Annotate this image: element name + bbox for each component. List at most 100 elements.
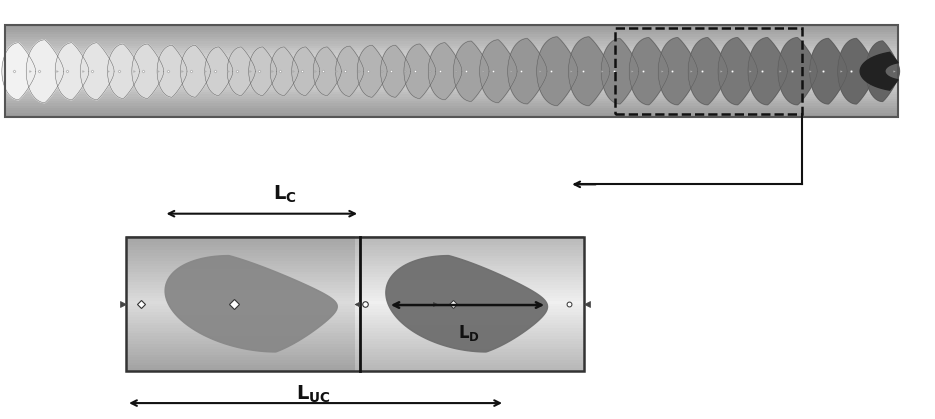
Bar — [355, 303, 584, 306]
Bar — [126, 328, 355, 331]
Bar — [355, 368, 584, 371]
Bar — [126, 242, 584, 245]
Polygon shape — [838, 39, 875, 104]
Polygon shape — [778, 38, 817, 105]
Bar — [126, 338, 584, 341]
Polygon shape — [601, 39, 639, 104]
Bar — [355, 346, 584, 349]
Bar — [126, 365, 355, 368]
Bar — [126, 258, 355, 261]
Bar — [126, 263, 355, 266]
Bar — [126, 354, 584, 357]
Bar — [126, 261, 584, 264]
Bar — [126, 239, 355, 242]
Bar — [5, 73, 898, 76]
Bar — [126, 322, 584, 325]
Polygon shape — [55, 43, 89, 100]
Bar — [126, 357, 584, 360]
Bar — [5, 112, 898, 115]
Bar — [5, 57, 898, 60]
Bar — [126, 303, 584, 306]
Bar — [5, 108, 898, 111]
Bar — [126, 277, 584, 279]
Polygon shape — [381, 45, 410, 97]
Bar — [5, 41, 898, 44]
Polygon shape — [270, 47, 298, 96]
Bar — [126, 314, 584, 317]
Bar — [5, 66, 898, 69]
Polygon shape — [428, 43, 462, 100]
Bar — [126, 317, 584, 320]
Bar — [355, 328, 584, 331]
Polygon shape — [249, 47, 277, 96]
Bar — [355, 365, 584, 368]
Bar — [126, 295, 355, 298]
Bar — [126, 330, 355, 333]
Bar — [5, 64, 898, 67]
Bar — [126, 352, 584, 355]
Bar — [355, 277, 584, 279]
Bar — [5, 82, 898, 85]
Polygon shape — [748, 38, 787, 105]
Bar — [126, 277, 355, 279]
Bar — [126, 236, 355, 239]
Bar — [5, 106, 898, 108]
Polygon shape — [480, 40, 517, 103]
Bar — [126, 303, 355, 306]
Bar — [126, 269, 355, 272]
Bar — [126, 290, 584, 293]
Bar — [5, 62, 898, 64]
Bar — [355, 271, 584, 274]
Bar — [126, 333, 355, 336]
Bar — [126, 338, 355, 341]
Bar — [126, 357, 355, 360]
Polygon shape — [629, 38, 669, 105]
Bar — [5, 75, 898, 78]
Bar — [126, 247, 584, 250]
Bar — [355, 287, 584, 290]
Bar — [355, 360, 584, 363]
Bar — [5, 91, 898, 94]
Polygon shape — [132, 44, 164, 98]
Bar — [355, 344, 584, 347]
Bar — [5, 71, 898, 73]
Bar — [5, 25, 898, 28]
Bar — [126, 319, 355, 323]
Bar — [5, 89, 898, 92]
Polygon shape — [568, 37, 610, 106]
Bar — [5, 36, 898, 39]
Bar — [126, 322, 355, 325]
Bar — [126, 298, 584, 301]
Bar — [126, 247, 355, 250]
Bar — [126, 292, 584, 296]
Bar — [355, 242, 584, 245]
Bar — [5, 103, 898, 106]
Bar — [126, 258, 584, 261]
Polygon shape — [313, 47, 341, 96]
Bar — [355, 269, 584, 272]
Bar — [5, 115, 898, 117]
Bar — [126, 237, 584, 371]
Bar — [355, 349, 584, 352]
Bar — [126, 285, 584, 288]
Text: L$_\mathbf{D}$: L$_\mathbf{D}$ — [458, 323, 481, 344]
Bar — [355, 292, 584, 296]
Polygon shape — [866, 41, 899, 101]
Bar — [126, 360, 584, 363]
Bar — [126, 341, 355, 344]
Bar — [126, 319, 584, 323]
Polygon shape — [453, 41, 489, 101]
Bar — [126, 279, 584, 282]
Bar — [355, 301, 584, 304]
Bar — [126, 261, 355, 264]
Bar — [126, 311, 355, 315]
Bar — [355, 279, 584, 282]
Polygon shape — [80, 43, 114, 100]
Bar — [126, 368, 355, 371]
Bar — [126, 266, 584, 269]
Bar — [126, 336, 584, 339]
Polygon shape — [108, 44, 139, 98]
Bar — [5, 32, 898, 34]
Polygon shape — [227, 47, 255, 96]
Bar — [126, 360, 355, 363]
